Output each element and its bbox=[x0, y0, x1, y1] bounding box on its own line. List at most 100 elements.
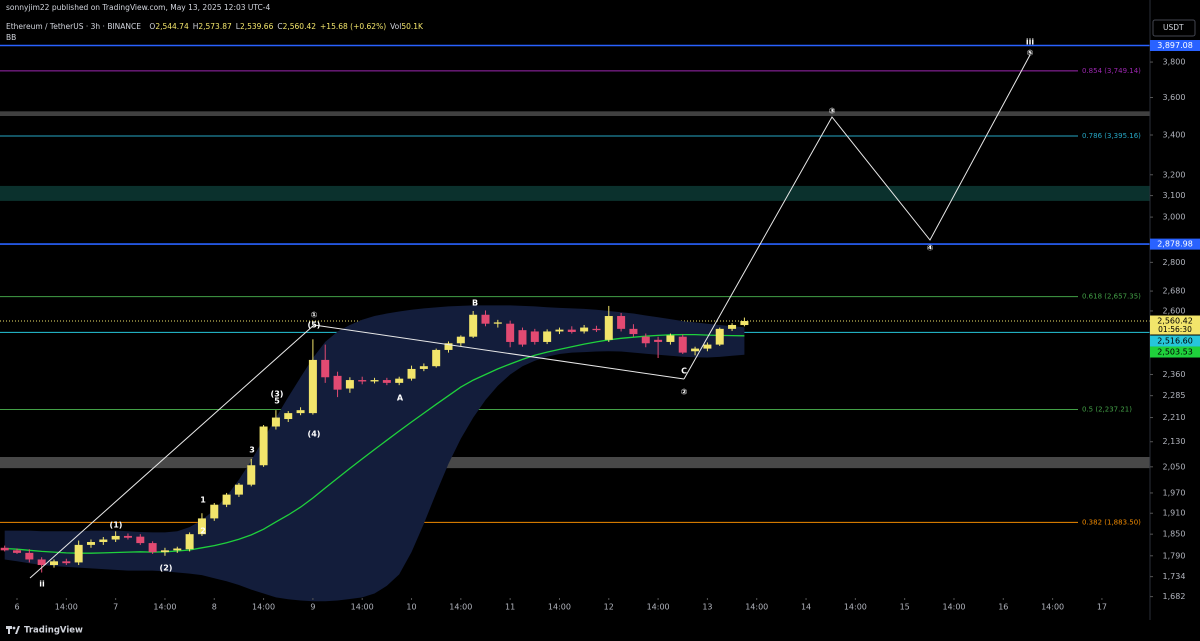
x-tick-label: 16 bbox=[998, 603, 1008, 612]
candle-body bbox=[444, 343, 453, 350]
candle-body bbox=[432, 349, 441, 367]
candle-body bbox=[592, 328, 601, 331]
candle-body bbox=[234, 484, 243, 495]
candle-body bbox=[247, 465, 256, 485]
currency[interactable]: USDT bbox=[1163, 23, 1184, 32]
x-tick-label: 14:00 bbox=[942, 603, 965, 612]
x-tick-label: 14 bbox=[801, 603, 811, 612]
wave-label: iii bbox=[1026, 38, 1034, 47]
wave-label: (1) bbox=[110, 521, 123, 530]
x-tick-label: 14:00 bbox=[844, 603, 867, 612]
wave-label: (3) bbox=[271, 390, 284, 399]
candle-body bbox=[395, 378, 404, 383]
candle-body bbox=[691, 348, 700, 352]
wave-projection bbox=[683, 54, 1031, 380]
fib-label: 0.618 (2,657.35) bbox=[1082, 293, 1141, 301]
candle-body bbox=[185, 534, 194, 550]
candle-body bbox=[407, 368, 416, 379]
y-tick-label: 2,800 bbox=[1163, 258, 1186, 267]
candle-body bbox=[49, 561, 58, 566]
y-tick-label: 3,100 bbox=[1163, 191, 1186, 200]
brand: TradingView bbox=[24, 626, 83, 636]
quote-key: O bbox=[149, 22, 155, 31]
candle-body bbox=[173, 548, 182, 551]
candle-body bbox=[567, 329, 576, 332]
x-tick-label: 14:00 bbox=[1041, 603, 1064, 612]
fib-label: 0.382 (1,883.50) bbox=[1082, 518, 1141, 526]
x-tick-label: 14:00 bbox=[745, 603, 768, 612]
fib-label: 0.5 (2,237.21) bbox=[1082, 406, 1132, 414]
x-tick-label: 7 bbox=[113, 603, 118, 612]
candle-body bbox=[678, 336, 687, 353]
quote-key: C bbox=[277, 22, 282, 31]
candle-body bbox=[25, 552, 34, 560]
fib-label: 0.786 (3,395.16) bbox=[1082, 132, 1141, 140]
wave-line bbox=[29, 324, 315, 579]
bb-band bbox=[4, 305, 745, 602]
change: +15.68 (+0.62%) bbox=[320, 22, 386, 31]
price-tag-label: 2,878.98 bbox=[1157, 240, 1193, 249]
wave-label: ① bbox=[311, 311, 318, 320]
candle-body bbox=[469, 314, 478, 337]
candle-body bbox=[308, 359, 317, 414]
logo-part bbox=[12, 626, 16, 630]
indicator: BB bbox=[6, 33, 16, 42]
x-tick-label: 14:00 bbox=[351, 603, 374, 612]
candle-body bbox=[197, 518, 206, 535]
candle-body bbox=[111, 535, 120, 540]
zone bbox=[0, 185, 1150, 201]
logo-part bbox=[8, 626, 10, 634]
candle-body bbox=[580, 327, 589, 332]
wave-label: ③ bbox=[829, 107, 836, 116]
candle-body bbox=[617, 316, 626, 329]
candle-body bbox=[62, 561, 71, 564]
symbol-line: Ethereum / TetherUS · 3h · BINANCE O2,54… bbox=[6, 22, 424, 31]
annotations: ii (1) (2) 1 2 3 (3)5 (4) ①(5) A B C ② ③ ④ ⑤ iii bbox=[39, 38, 1034, 589]
wave-label: 5 bbox=[274, 397, 280, 406]
quote-value: 2,560.42 bbox=[283, 22, 317, 31]
y-tick-label: 1,850 bbox=[1163, 530, 1186, 539]
candle-body bbox=[99, 539, 108, 543]
candle-body bbox=[0, 547, 9, 551]
candle-body bbox=[210, 504, 219, 519]
wave-label: 2 bbox=[200, 527, 206, 536]
candle-body bbox=[259, 426, 268, 466]
x-tick-label: 6 bbox=[14, 603, 19, 612]
zone bbox=[0, 111, 1150, 116]
candle-body bbox=[666, 335, 675, 342]
volume-key: Vol bbox=[390, 22, 401, 31]
candle-body bbox=[481, 314, 490, 324]
candle-body bbox=[370, 380, 379, 382]
x-tick-label: 10 bbox=[406, 603, 416, 612]
candle-body bbox=[654, 339, 663, 342]
y-tick-label: 1,734 bbox=[1163, 572, 1186, 581]
wave-label: A bbox=[397, 394, 404, 403]
bb-middle bbox=[4, 333, 745, 554]
footer bbox=[0, 620, 1200, 641]
candle-body bbox=[136, 536, 145, 544]
candle-body bbox=[629, 328, 638, 335]
currency-box[interactable] bbox=[1152, 19, 1196, 37]
countdown-box bbox=[1150, 325, 1200, 335]
price-axis bbox=[1150, 0, 1200, 620]
x-tick-label: 14:00 bbox=[449, 603, 472, 612]
candle-body bbox=[13, 550, 22, 553]
wave-drawings bbox=[29, 54, 1031, 579]
x-tick-label: 11 bbox=[505, 603, 515, 612]
wave-label: 1 bbox=[200, 496, 206, 505]
y-tick-label: 1,682 bbox=[1163, 592, 1186, 601]
candle-body bbox=[728, 324, 737, 329]
y-tick-label: 1,790 bbox=[1163, 551, 1186, 560]
candle-body bbox=[271, 417, 280, 427]
volume: 50.1K bbox=[401, 22, 424, 31]
candle-body bbox=[333, 375, 342, 390]
x-tick-label: 14:00 bbox=[153, 603, 176, 612]
candle-body bbox=[419, 366, 428, 369]
x-tick-label: 17 bbox=[1097, 603, 1107, 612]
y-tick-label: 3,200 bbox=[1163, 170, 1186, 179]
candle-body bbox=[641, 336, 650, 344]
candle-body bbox=[456, 336, 465, 344]
